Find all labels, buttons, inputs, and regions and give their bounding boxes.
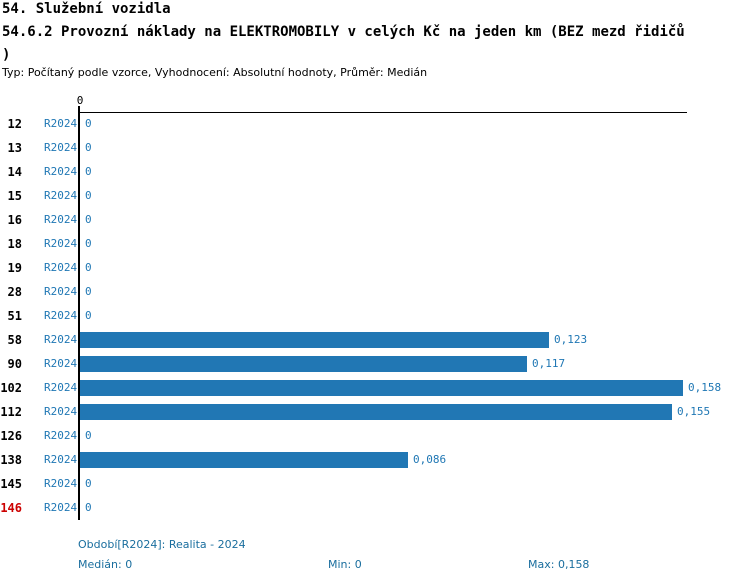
row-series-label: R2024: [44, 309, 78, 322]
row-category: 126: [0, 429, 22, 443]
x-axis-line: [78, 112, 687, 113]
row-series-label: R2024: [44, 141, 78, 154]
row-series-label: R2024: [44, 405, 78, 418]
row-category: 90: [7, 357, 22, 371]
axis-tick-label-zero: 0: [76, 94, 84, 107]
row-category: 28: [7, 285, 22, 299]
chart-row: 13 R2024 0: [0, 136, 750, 160]
row-category: 112: [0, 405, 22, 419]
row-category: 14: [7, 165, 22, 179]
bar-value-label: 0: [85, 261, 92, 274]
row-series-label: R2024: [44, 237, 78, 250]
bar: [80, 356, 527, 372]
chart-title-line1: 54.6.2 Provozní náklady na ELEKTROMOBILY…: [2, 24, 685, 40]
bar-value-label: 0,158: [688, 381, 722, 394]
chart-title-line2: ): [2, 47, 11, 63]
bar-value-label: 0,123: [554, 333, 588, 346]
row-series-label: R2024: [44, 501, 78, 514]
bar: [80, 452, 408, 468]
row-series-label: R2024: [44, 453, 78, 466]
chart-rows: 12 R2024 0 13 R2024 0 14 R2024 0 15 R202…: [0, 112, 750, 520]
row-series-label: R2024: [44, 189, 78, 202]
row-category: 102: [0, 381, 22, 395]
row-category: 138: [0, 453, 22, 467]
bar-value-label: 0: [85, 237, 92, 250]
row-category: 12: [7, 117, 22, 131]
chart-row: 126 R2024 0: [0, 424, 750, 448]
chart-row: 14 R2024 0: [0, 160, 750, 184]
bar-value-label: 0: [85, 501, 92, 514]
chart-row: 90 R2024 0,117: [0, 352, 750, 376]
row-category: 16: [7, 213, 22, 227]
bar-value-label: 0: [85, 477, 92, 490]
bar-value-label: 0: [85, 213, 92, 226]
row-series-label: R2024: [44, 429, 78, 442]
bar: [80, 404, 672, 420]
row-series-label: R2024: [44, 261, 78, 274]
row-category: 146: [0, 501, 22, 515]
chart-row: 18 R2024 0: [0, 232, 750, 256]
row-series-label: R2024: [44, 165, 78, 178]
row-series-label: R2024: [44, 285, 78, 298]
chart-row: 15 R2024 0: [0, 184, 750, 208]
chart-row: 28 R2024 0: [0, 280, 750, 304]
footer-period: Období[R2024]: Realita - 2024: [78, 538, 246, 551]
footer-min: Min: 0: [328, 558, 362, 571]
bar-value-label: 0: [85, 117, 92, 130]
chart-row: 19 R2024 0: [0, 256, 750, 280]
bar: [80, 332, 549, 348]
row-series-label: R2024: [44, 213, 78, 226]
row-series-label: R2024: [44, 477, 78, 490]
chart-row: 102 R2024 0,158: [0, 376, 750, 400]
bar-value-label: 0: [85, 429, 92, 442]
bar-value-label: 0,155: [677, 405, 711, 418]
row-category: 145: [0, 477, 22, 491]
bar-value-label: 0,086: [413, 453, 447, 466]
bar-value-label: 0: [85, 189, 92, 202]
chart-row: 146 R2024 0: [0, 496, 750, 520]
row-category: 18: [7, 237, 22, 251]
chart-row: 51 R2024 0: [0, 304, 750, 328]
bar: [80, 380, 683, 396]
bar-value-label: 0: [85, 285, 92, 298]
row-category: 15: [7, 189, 22, 203]
row-category: 58: [7, 333, 22, 347]
bar-value-label: 0: [85, 141, 92, 154]
chart-row: 138 R2024 0,086: [0, 448, 750, 472]
bar-value-label: 0: [85, 309, 92, 322]
footer-median: Medián: 0: [78, 558, 133, 571]
row-series-label: R2024: [44, 357, 78, 370]
bar-value-label: 0,117: [532, 357, 566, 370]
chart-row: 112 R2024 0,155: [0, 400, 750, 424]
row-series-label: R2024: [44, 117, 78, 130]
row-series-label: R2024: [44, 381, 78, 394]
chart-meta-info: Typ: Počítaný podle vzorce, Vyhodnocení:…: [2, 66, 428, 79]
row-category: 13: [7, 141, 22, 155]
row-series-label: R2024: [44, 333, 78, 346]
chart-row: 58 R2024 0,123: [0, 328, 750, 352]
chart-row: 16 R2024 0: [0, 208, 750, 232]
bar-value-label: 0: [85, 165, 92, 178]
chart-row: 145 R2024 0: [0, 472, 750, 496]
chart-row: 12 R2024 0: [0, 112, 750, 136]
y-axis-line: [78, 106, 80, 520]
row-category: 51: [7, 309, 22, 323]
report-section-title: 54. Služební vozidla: [2, 1, 171, 17]
footer-max: Max: 0,158: [528, 558, 590, 571]
row-category: 19: [7, 261, 22, 275]
